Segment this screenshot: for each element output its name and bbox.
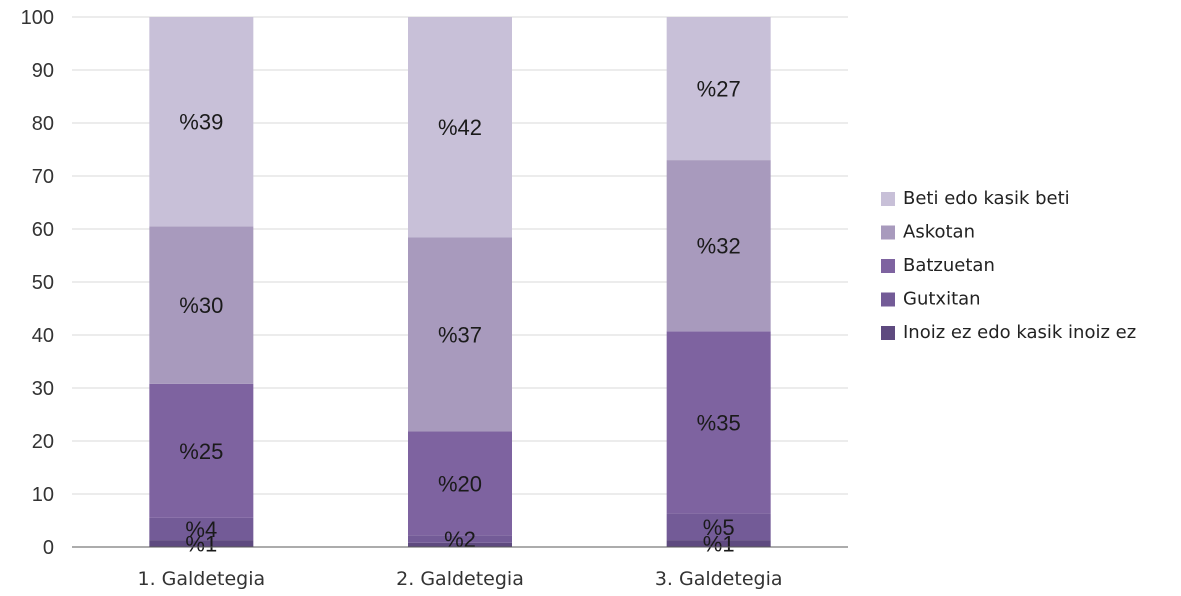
- data-label: %30: [179, 293, 223, 318]
- bar-segment: [149, 17, 254, 227]
- legend-label: Inoiz ez edo kasik inoiz ez: [903, 322, 1136, 343]
- legend: Beti edo kasik beti Askotan Batzuetan Gutxi…: [881, 188, 1136, 343]
- bar-segment: [666, 540, 771, 547]
- y-axis: 0 10 20 30 40 50 60 70 80 90 100: [21, 7, 54, 559]
- y-tick-label: 10: [32, 484, 54, 506]
- y-tick-label: 90: [32, 60, 54, 82]
- y-tick-label: 50: [32, 272, 54, 294]
- bar-segment: [408, 17, 512, 238]
- bar-segment: [666, 17, 771, 161]
- legend-label: Askotan: [903, 222, 975, 243]
- bar-segment: [666, 160, 771, 332]
- data-labels: %1%4%25%30%39%2%20%37%42%1%5%35%32%27: [179, 77, 740, 557]
- category-label: 1. Galdetegia: [137, 568, 265, 590]
- y-tick-label: 80: [32, 113, 54, 135]
- legend-label: Gutxitan: [903, 289, 981, 310]
- bar-segment: [408, 535, 512, 543]
- data-label: %2: [444, 527, 476, 552]
- data-label: %5: [703, 515, 735, 540]
- y-tick-label: 30: [32, 378, 54, 400]
- y-tick-label: 0: [43, 537, 54, 559]
- bar-segment: [666, 513, 771, 541]
- category-label: 3. Galdetegia: [655, 568, 783, 590]
- y-tick-label: 100: [21, 7, 54, 29]
- legend-swatch: [881, 259, 895, 273]
- data-label: %39: [179, 110, 223, 135]
- x-axis: 1. Galdetegia 2. Galdetegia 3. Galdetegia: [137, 568, 782, 590]
- data-label: %27: [697, 77, 741, 102]
- data-label: %1: [185, 532, 217, 557]
- y-tick-label: 60: [32, 219, 54, 241]
- category-label: 2. Galdetegia: [396, 568, 524, 590]
- data-label: %37: [438, 322, 482, 347]
- bar-segment: [149, 517, 254, 541]
- legend-swatch: [881, 326, 895, 340]
- y-tick-label: 40: [32, 325, 54, 347]
- data-label: %25: [179, 439, 223, 464]
- bar-segment: [408, 237, 512, 432]
- data-label: %20: [438, 471, 482, 496]
- bar-segment: [149, 226, 254, 384]
- legend-label: Beti edo kasik beti: [903, 188, 1070, 209]
- bar-segment: [408, 542, 512, 547]
- y-tick-label: 20: [32, 431, 54, 453]
- data-label: %1: [703, 532, 735, 557]
- bar-segment: [408, 431, 512, 536]
- bar-segment: [666, 331, 771, 514]
- legend-swatch: [881, 292, 895, 307]
- bar-segment: [149, 383, 254, 518]
- data-label: %32: [697, 234, 741, 259]
- legend-swatch: [881, 225, 895, 240]
- data-label: %42: [438, 115, 482, 140]
- bar-segment: [149, 540, 254, 547]
- data-label: %4: [185, 517, 217, 542]
- legend-label: Batzuetan: [903, 255, 995, 276]
- y-tick-label: 70: [32, 166, 54, 188]
- legend-swatch: [881, 192, 895, 206]
- bars: [149, 17, 771, 547]
- data-label: %35: [697, 410, 741, 435]
